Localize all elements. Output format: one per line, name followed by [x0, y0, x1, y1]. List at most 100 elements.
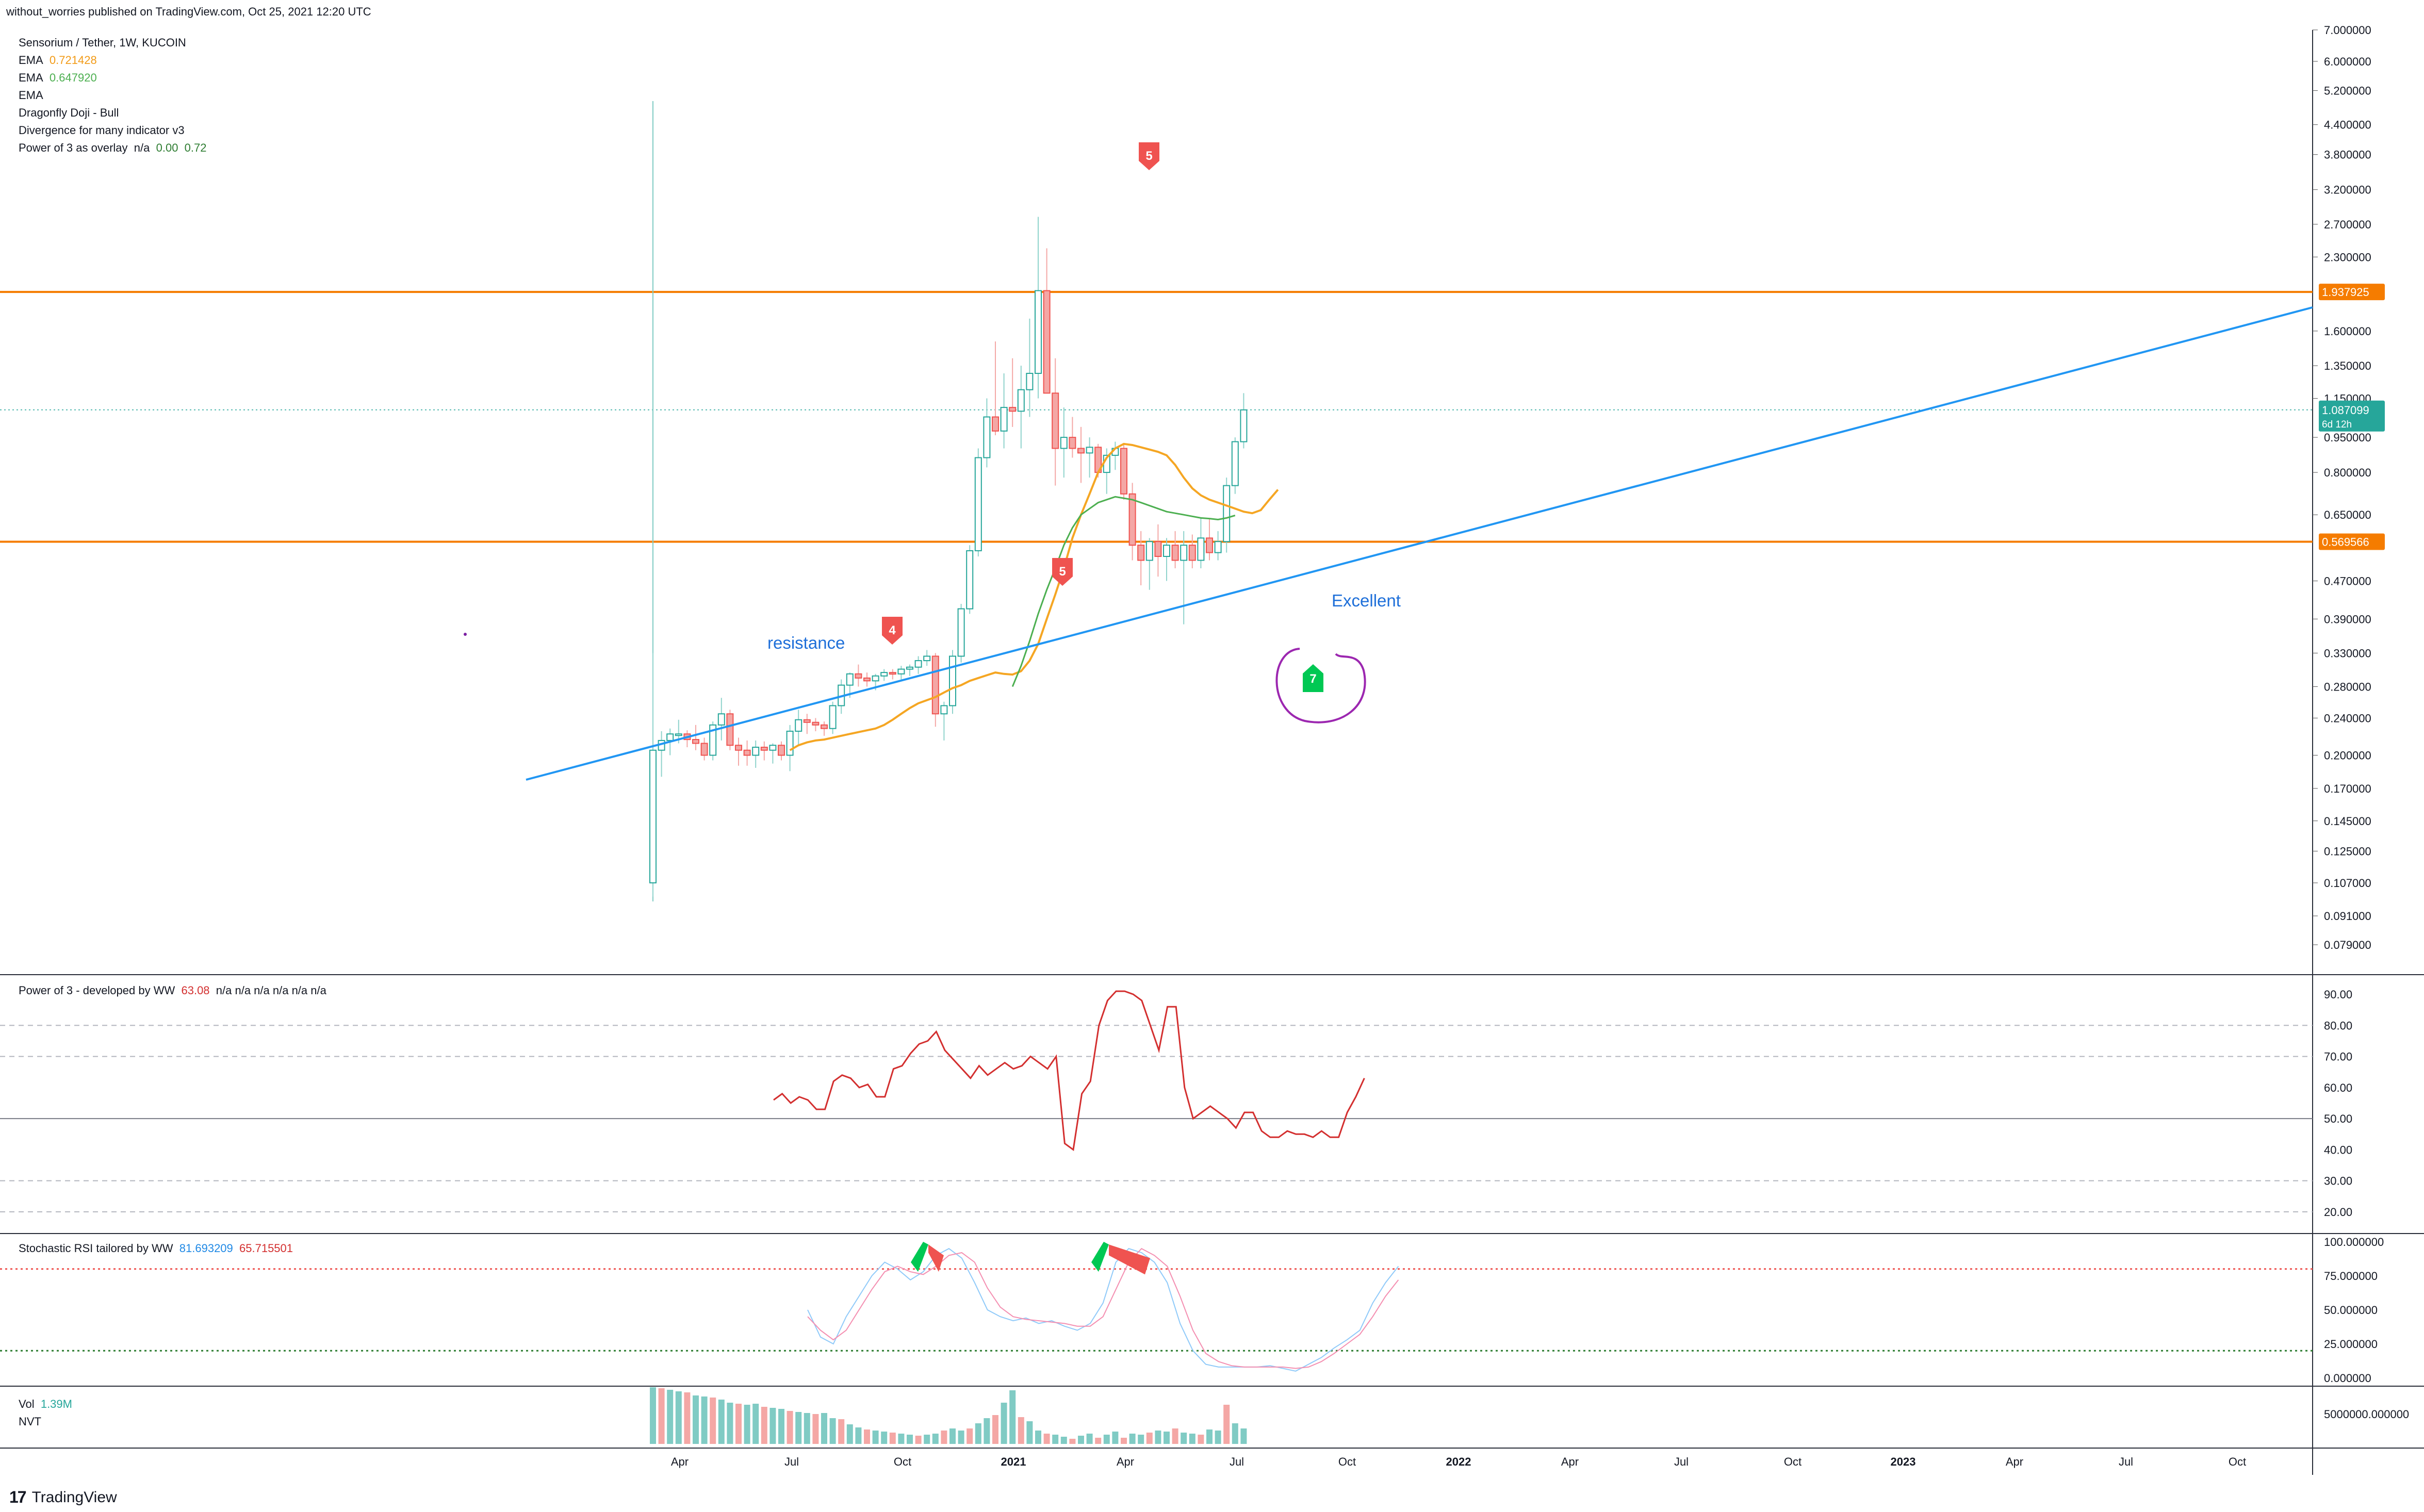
time-axis-label: Jul — [1674, 1455, 1689, 1468]
excellent-annotation[interactable]: Excellent — [1332, 591, 1401, 610]
power-pane-legend[interactable]: Power of 3 - developed by WW 63.08 n/a n… — [19, 984, 326, 997]
ema2-legend[interactable]: EMA 0.647920 — [19, 69, 207, 87]
candle-down — [992, 416, 999, 432]
candle-down — [1120, 448, 1127, 495]
candle-up — [666, 733, 674, 741]
level-price-label: 0.569566 — [2322, 536, 2369, 549]
candle-up — [829, 705, 837, 729]
candle-up — [1163, 545, 1170, 557]
volume-bar — [1009, 1390, 1016, 1444]
candle-up — [1240, 409, 1248, 442]
candle-down — [1171, 545, 1179, 561]
symbol-title[interactable]: Sensorium / Tether, 1W, KUCOIN — [19, 36, 186, 49]
signal-marker-breakout-label: 5 — [1059, 565, 1066, 579]
time-axis-label: Apr — [671, 1455, 689, 1468]
ema-orange-line — [789, 442, 1279, 751]
price-tick-label: 0.650000 — [2324, 508, 2371, 521]
candle-up — [1214, 541, 1222, 553]
power-line — [773, 990, 1365, 1152]
volume-bar — [710, 1398, 716, 1444]
current-price-label: 1.087099 — [2322, 404, 2369, 417]
candle-up — [717, 713, 725, 726]
signal-marker-breakout[interactable]: 5 — [1052, 558, 1073, 586]
ema1-legend[interactable]: EMA 0.721428 — [19, 52, 207, 69]
stoch-k-value: 81.693209 — [179, 1242, 233, 1255]
power-axis-label: 80.00 — [2324, 1019, 2352, 1032]
stoch-k-line — [807, 1248, 1399, 1372]
candle-up — [752, 747, 760, 756]
ema3-legend[interactable]: EMA — [19, 89, 43, 102]
candle-up — [940, 705, 948, 715]
published-header: without_worries published on TradingView… — [6, 5, 371, 18]
volume-bar — [1164, 1432, 1170, 1444]
power-axis-label: 20.00 — [2324, 1206, 2352, 1219]
volume-bar — [701, 1396, 708, 1444]
vol-pane-legend[interactable]: Vol 1.39M NVT — [19, 1395, 72, 1431]
volume-bar — [684, 1392, 691, 1444]
volume-bar — [735, 1404, 742, 1444]
doji-legend[interactable]: Dragonfly Doji - Bull — [19, 106, 119, 119]
volume-bar — [1095, 1438, 1102, 1444]
stoch-pane-legend[interactable]: Stochastic RSI tailored by WW 81.693209 … — [19, 1242, 293, 1255]
candle-up — [974, 457, 982, 551]
volume-bar — [667, 1390, 674, 1444]
power-axis-label: 70.00 — [2324, 1050, 2352, 1063]
volume-bar — [1078, 1436, 1084, 1444]
price-tick-label: 0.145000 — [2324, 815, 2371, 828]
volume-bar — [984, 1418, 990, 1444]
candle-up — [795, 719, 802, 732]
candle-up — [923, 655, 931, 662]
signal-marker-breakout-shape — [1052, 558, 1073, 586]
candle-down — [889, 672, 896, 675]
price-tick-label: 3.200000 — [2324, 184, 2371, 196]
volume-bar — [864, 1429, 870, 1444]
tradingview-footer[interactable]: 17 TradingView — [9, 1488, 117, 1507]
resistance-annotation[interactable]: resistance — [767, 633, 845, 652]
candle-up — [1017, 389, 1025, 412]
candle-up — [786, 730, 794, 756]
volume-bar — [881, 1432, 888, 1444]
power-overlay-v2: 0.72 — [184, 141, 207, 154]
volume-bar — [855, 1427, 862, 1444]
signal-marker-resistance[interactable]: 4 — [882, 617, 903, 645]
power-axis-label: 60.00 — [2324, 1081, 2352, 1094]
candle-down — [692, 739, 699, 744]
price-tick-label: 0.170000 — [2324, 782, 2371, 795]
candle-down — [1154, 541, 1162, 557]
volume-bar — [915, 1436, 922, 1444]
trendline — [526, 306, 2313, 781]
divergence-legend[interactable]: Divergence for many indicator v3 — [19, 124, 185, 137]
candle-down — [700, 743, 708, 756]
stoch-axis-label: 100.000000 — [2324, 1236, 2384, 1248]
candle-down — [855, 673, 862, 679]
price-tick-label: 0.079000 — [2324, 939, 2371, 951]
signal-marker-top-shape — [1139, 142, 1159, 170]
volume-bar — [821, 1413, 827, 1444]
volume-bar — [675, 1391, 682, 1444]
signal-marker-top[interactable]: 5 — [1139, 142, 1159, 170]
volume-bar — [650, 1387, 656, 1444]
power-overlay-legend[interactable]: Power of 3 as overlay n/a 0.00 0.72 — [19, 139, 207, 157]
stoch-axis-label: 25.000000 — [2324, 1338, 2378, 1351]
volume-bar — [1103, 1435, 1110, 1444]
time-axis-label: 2022 — [1446, 1455, 1471, 1468]
price-tick-label: 0.800000 — [2324, 466, 2371, 479]
price-tick-label: 0.280000 — [2324, 680, 2371, 693]
volume-bar — [1146, 1433, 1153, 1444]
stoch-bull-fill — [911, 1242, 928, 1272]
volume-bar — [898, 1434, 905, 1444]
signal-marker-bull[interactable]: 7 — [1303, 664, 1323, 692]
volume-bar — [949, 1428, 956, 1444]
candle-down — [863, 677, 871, 682]
volume-bar — [1026, 1421, 1033, 1444]
time-axis-label: Oct — [2229, 1455, 2246, 1468]
signal-marker-bull-label: 7 — [1309, 672, 1316, 686]
volume-bar — [795, 1412, 802, 1444]
time-axis-label: 2021 — [1001, 1455, 1026, 1468]
candle-down — [1077, 448, 1085, 454]
vol-axis-label: 5000000.000000 — [2324, 1408, 2409, 1421]
price-tick-label: 0.240000 — [2324, 712, 2371, 725]
candle-down — [812, 721, 820, 726]
candle-down — [743, 749, 751, 756]
